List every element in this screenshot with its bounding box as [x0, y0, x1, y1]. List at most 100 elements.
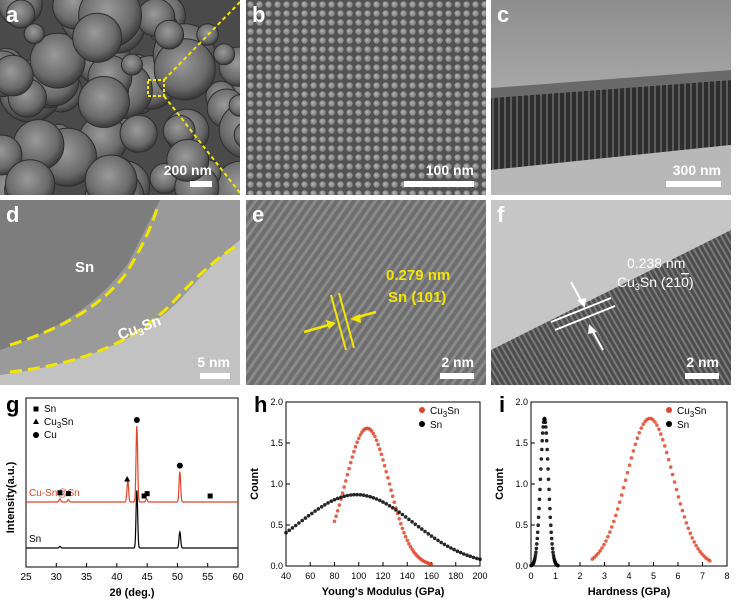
- data-point-h: [471, 555, 476, 560]
- x-tick-label-h: 100: [351, 571, 366, 581]
- data-point-h: [407, 541, 411, 546]
- data-point-i: [538, 487, 542, 492]
- grain: [6, 0, 36, 29]
- y-axis-title-h: Count: [249, 468, 261, 500]
- data-point-i: [637, 431, 642, 435]
- x-tick-label-g: 45: [142, 572, 154, 583]
- x-axis-title-i: Hardness (GPa): [588, 586, 671, 598]
- grain: [218, 102, 240, 158]
- panel-label-a: a: [6, 2, 19, 27]
- y-tick-label-h: 0.0: [270, 561, 283, 571]
- scale-bar-label-c: 300 nm: [672, 162, 721, 178]
- plot-frame-i: [530, 401, 728, 567]
- data-point-i: [541, 425, 545, 429]
- data-point-i: [608, 530, 612, 534]
- panel-d-tem-image: Sn Cu3Sn d 5 nm: [0, 200, 240, 385]
- peak-marker-g: [65, 491, 71, 497]
- panel-i-hardness-chart: 0 1 2 3 4 5 6 7 8 0.0 0.5 1.0 1.5 2.0 Hardness (GPa) Co…: [491, 390, 737, 604]
- x-tick-label-g: 30: [51, 572, 63, 583]
- y-tick-label-h: 1.5: [270, 438, 283, 448]
- data-point-h: [335, 496, 340, 501]
- data-point-i: [657, 427, 661, 431]
- data-point-i: [534, 546, 539, 551]
- x-tick-label-h: 140: [400, 571, 415, 581]
- legend-marker-g: [33, 432, 39, 438]
- data-point-h: [358, 433, 363, 437]
- series-label-g: Sn: [29, 534, 41, 545]
- zoom-box: [147, 79, 165, 97]
- data-point-h: [332, 497, 337, 502]
- panel-b-sem-image: b 100 nm: [246, 0, 486, 195]
- grain: [23, 23, 45, 45]
- data-point-i: [536, 515, 541, 520]
- x-tick-label-h: 80: [329, 571, 339, 581]
- grain: [72, 12, 123, 63]
- peak-marker-g: [133, 417, 140, 423]
- data-point-i: [548, 506, 552, 511]
- data-point-h: [319, 505, 324, 509]
- data-point-h: [332, 519, 337, 524]
- data-point-h: [350, 455, 355, 459]
- x-tick-label-g: 40: [111, 572, 123, 583]
- data-point-i: [684, 521, 689, 525]
- series-line-g: [26, 425, 238, 503]
- x-tick-label-h: 120: [375, 571, 390, 581]
- data-point-i: [663, 444, 667, 448]
- panel-h-modulus-chart: 40 60 80 100 120 140 160 180 200 0.0 0.5 1.0 1.5 2.0 Y…: [246, 390, 491, 604]
- data-point-h: [334, 514, 338, 518]
- grain: [0, 54, 34, 97]
- data-point-i: [600, 546, 604, 550]
- scale-bar-line-e: [440, 373, 474, 379]
- data-point-h: [413, 522, 418, 527]
- data-point-h: [387, 504, 392, 508]
- data-point-i: [696, 547, 700, 551]
- data-point-h: [352, 492, 356, 497]
- data-point-h: [429, 562, 434, 566]
- data-point-h: [382, 463, 387, 468]
- panel-e-hrtem-image: 0.279 nm Sn (101) e 2 nm: [246, 200, 486, 385]
- data-point-h: [386, 476, 390, 480]
- data-point-i: [623, 478, 628, 482]
- x-tick-label-i: 1: [553, 571, 558, 581]
- data-point-h: [365, 494, 369, 498]
- x-tick-label-g: 35: [81, 572, 93, 583]
- scale-bar-line-c: [666, 181, 721, 187]
- data-point-i: [546, 467, 550, 471]
- data-point-h: [390, 494, 395, 498]
- data-point-h: [420, 527, 424, 531]
- data-point-i: [540, 431, 545, 435]
- data-point-h: [300, 518, 304, 523]
- data-point-i: [610, 525, 614, 529]
- scale-bar-label-f: 2 nm: [686, 354, 719, 370]
- scale-bar-a: 200 nm: [142, 157, 212, 187]
- x-tick-label-h: 180: [448, 571, 463, 581]
- plot-frame-h: [285, 401, 481, 567]
- boundary-cu3sn: [9, 243, 239, 374]
- data-point-i: [615, 507, 620, 511]
- data-point-h: [397, 517, 401, 521]
- hrtem-texture-f: 0.238 nm Cu3Sn (210): [491, 200, 731, 385]
- data-point-h: [394, 508, 398, 512]
- data-point-h: [392, 500, 397, 504]
- y-tick-label-h: 1.0: [270, 479, 283, 489]
- legend-marker-h: [419, 407, 425, 413]
- data-point-h: [429, 534, 434, 538]
- data-point-i: [666, 457, 671, 462]
- d-spacing-e: 0.279 nm: [386, 267, 450, 284]
- scale-bar-d: 5 nm: [180, 349, 230, 379]
- sem-texture-c: [491, 0, 731, 195]
- plot-frame-g: [25, 397, 239, 568]
- series-label-g: Cu-Sn@Sn: [29, 488, 80, 499]
- data-point-h: [465, 553, 469, 557]
- data-point-h: [384, 469, 388, 474]
- data-point-h: [449, 546, 453, 550]
- plane-e: Sn (101): [388, 289, 446, 306]
- data-point-h: [310, 511, 314, 516]
- data-point-h: [389, 488, 393, 492]
- data-point-h: [408, 544, 413, 549]
- data-point-i: [664, 450, 669, 455]
- series-line-g: [26, 490, 238, 549]
- data-point-h: [374, 438, 379, 442]
- data-point-h: [290, 526, 295, 530]
- data-point-h: [335, 509, 340, 513]
